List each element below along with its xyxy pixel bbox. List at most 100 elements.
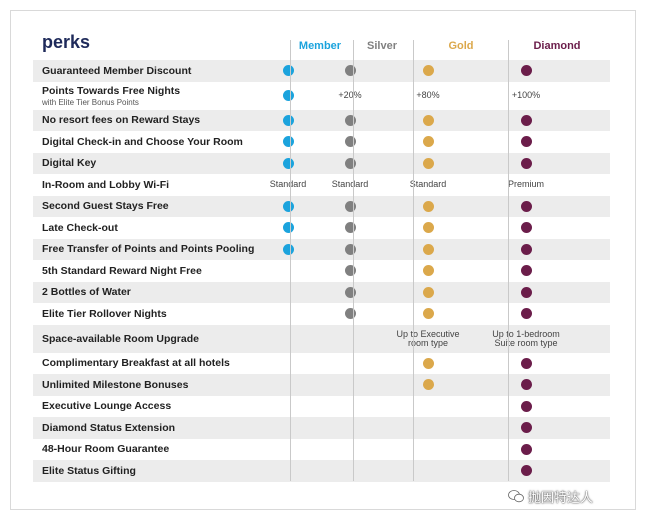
perk-name: Guaranteed Member Discount: [42, 65, 191, 77]
cell-value: +80%: [416, 90, 440, 100]
cell-diamond: [491, 374, 561, 396]
perks-table: Guaranteed Member Discount Points Towards…: [33, 60, 610, 482]
cell-member: [253, 196, 323, 218]
included-dot-icon: [422, 114, 434, 126]
perk-label: 5th Standard Reward Night Free: [42, 264, 202, 277]
included-dot-icon: [282, 90, 294, 101]
cell-silver: [315, 282, 385, 304]
table-row: Complimentary Breakfast at all hotels: [33, 352, 610, 375]
perk-name: Points Towards Free Nights with Elite Tie…: [42, 85, 180, 107]
perk-label: Points Towards Free Nights: [42, 84, 181, 97]
cell-silver: [315, 260, 385, 282]
included-dot-icon: [344, 157, 356, 169]
included-dot-icon: [344, 222, 356, 234]
cell-member: Standard: [253, 174, 323, 196]
included-dot-icon: [422, 265, 434, 277]
included-dot-icon: [520, 157, 532, 169]
included-dot-icon: [344, 286, 356, 298]
tier-header-diamond: Diamond: [533, 40, 581, 52]
table-row: Elite Status Gifting: [33, 460, 610, 482]
table-row: 5th Standard Reward Night Free: [33, 260, 610, 282]
cell-gold: [393, 153, 463, 175]
table-row: Digital Key: [33, 152, 610, 175]
cell-diamond: [491, 60, 561, 82]
perk-label: Digital Check-in and Choose Your Room: [42, 135, 243, 148]
cell-gold: [393, 196, 463, 218]
perk-name: 2 Bottles of Water: [42, 286, 131, 298]
cell-diamond: [491, 460, 561, 482]
cell-value: Standard: [331, 179, 369, 190]
cell-member: [253, 60, 323, 82]
included-dot-icon: [520, 222, 532, 234]
included-dot-icon: [520, 400, 532, 412]
included-dot-icon: [422, 157, 434, 169]
perk-label: Late Check-out: [42, 221, 118, 234]
perk-name: Space-available Room Upgrade: [42, 333, 199, 345]
included-dot-icon: [282, 65, 294, 77]
cell-diamond: [491, 196, 561, 218]
included-dot-icon: [422, 357, 434, 369]
cell-diamond: [491, 282, 561, 304]
cell-diamond: [491, 439, 561, 461]
table-row: Second Guest Stays Free: [33, 195, 610, 218]
column-divider: [413, 40, 414, 481]
cell-member: [253, 110, 323, 132]
included-dot-icon: [344, 114, 356, 126]
cell-diamond: Premium: [491, 174, 561, 196]
tier-header-gold: Gold: [448, 40, 474, 52]
cell-diamond: [491, 303, 561, 325]
table-row: Diamond Status Extension: [33, 417, 610, 439]
table-row: Space-available Room Upgrade Up to Execut…: [33, 324, 610, 353]
cell-gold: [393, 60, 463, 82]
cell-silver: [315, 303, 385, 325]
included-dot-icon: [282, 200, 294, 212]
included-dot-icon: [520, 114, 532, 126]
perk-label: Diamond Status Extension: [42, 421, 176, 434]
cell-gold: [393, 110, 463, 132]
cell-diamond: [491, 396, 561, 418]
perk-name: Unlimited Milestone Bonuses: [42, 379, 188, 391]
cell-value: Up to 1-bedroom Suite room type: [492, 328, 560, 348]
table-row: Executive Lounge Access: [33, 395, 610, 418]
cell-diamond: [491, 110, 561, 132]
included-dot-icon: [520, 265, 532, 277]
cell-diamond: [491, 217, 561, 239]
cell-member: [253, 82, 323, 110]
included-dot-icon: [422, 286, 434, 298]
table-row: Guaranteed Member Discount: [33, 60, 610, 82]
cell-gold: [393, 353, 463, 375]
table-row: Digital Check-in and Choose Your Room: [33, 131, 610, 153]
perk-label: Guaranteed Member Discount: [42, 64, 192, 77]
perk-name: Elite Tier Rollover Nights: [42, 308, 167, 320]
included-dot-icon: [422, 379, 434, 391]
cell-diamond: [491, 417, 561, 439]
cell-silver: Standard: [315, 174, 385, 196]
perk-label: Second Guest Stays Free: [42, 200, 169, 213]
included-dot-icon: [344, 136, 356, 148]
perk-name: Complimentary Breakfast at all hotels: [42, 357, 230, 369]
included-dot-icon: [282, 222, 294, 234]
included-dot-icon: [520, 200, 532, 212]
cell-value: Premium: [507, 179, 544, 190]
perk-label: Elite Status Gifting: [42, 464, 136, 477]
perk-name: 48-Hour Room Guarantee: [42, 443, 169, 455]
perk-label: 2 Bottles of Water: [42, 286, 131, 299]
perk-label: Complimentary Breakfast at all hotels: [42, 357, 230, 370]
cell-silver: [315, 217, 385, 239]
cell-member: [253, 131, 323, 153]
tier-header-silver: Silver: [367, 40, 397, 52]
included-dot-icon: [344, 243, 356, 255]
included-dot-icon: [344, 265, 356, 277]
included-dot-icon: [282, 157, 294, 169]
cell-diamond: [491, 239, 561, 261]
cell-silver: [315, 239, 385, 261]
perk-label: 48-Hour Room Guarantee: [42, 443, 170, 456]
cell-gold: +80%: [393, 82, 463, 110]
table-row: 48-Hour Room Guarantee: [33, 438, 610, 461]
cell-gold: Up to Executive room type: [393, 325, 463, 353]
table-row: Elite Tier Rollover Nights: [33, 303, 610, 325]
included-dot-icon: [422, 222, 434, 234]
cell-gold: [393, 217, 463, 239]
cell-value: Standard: [409, 179, 447, 190]
cell-gold: [393, 260, 463, 282]
